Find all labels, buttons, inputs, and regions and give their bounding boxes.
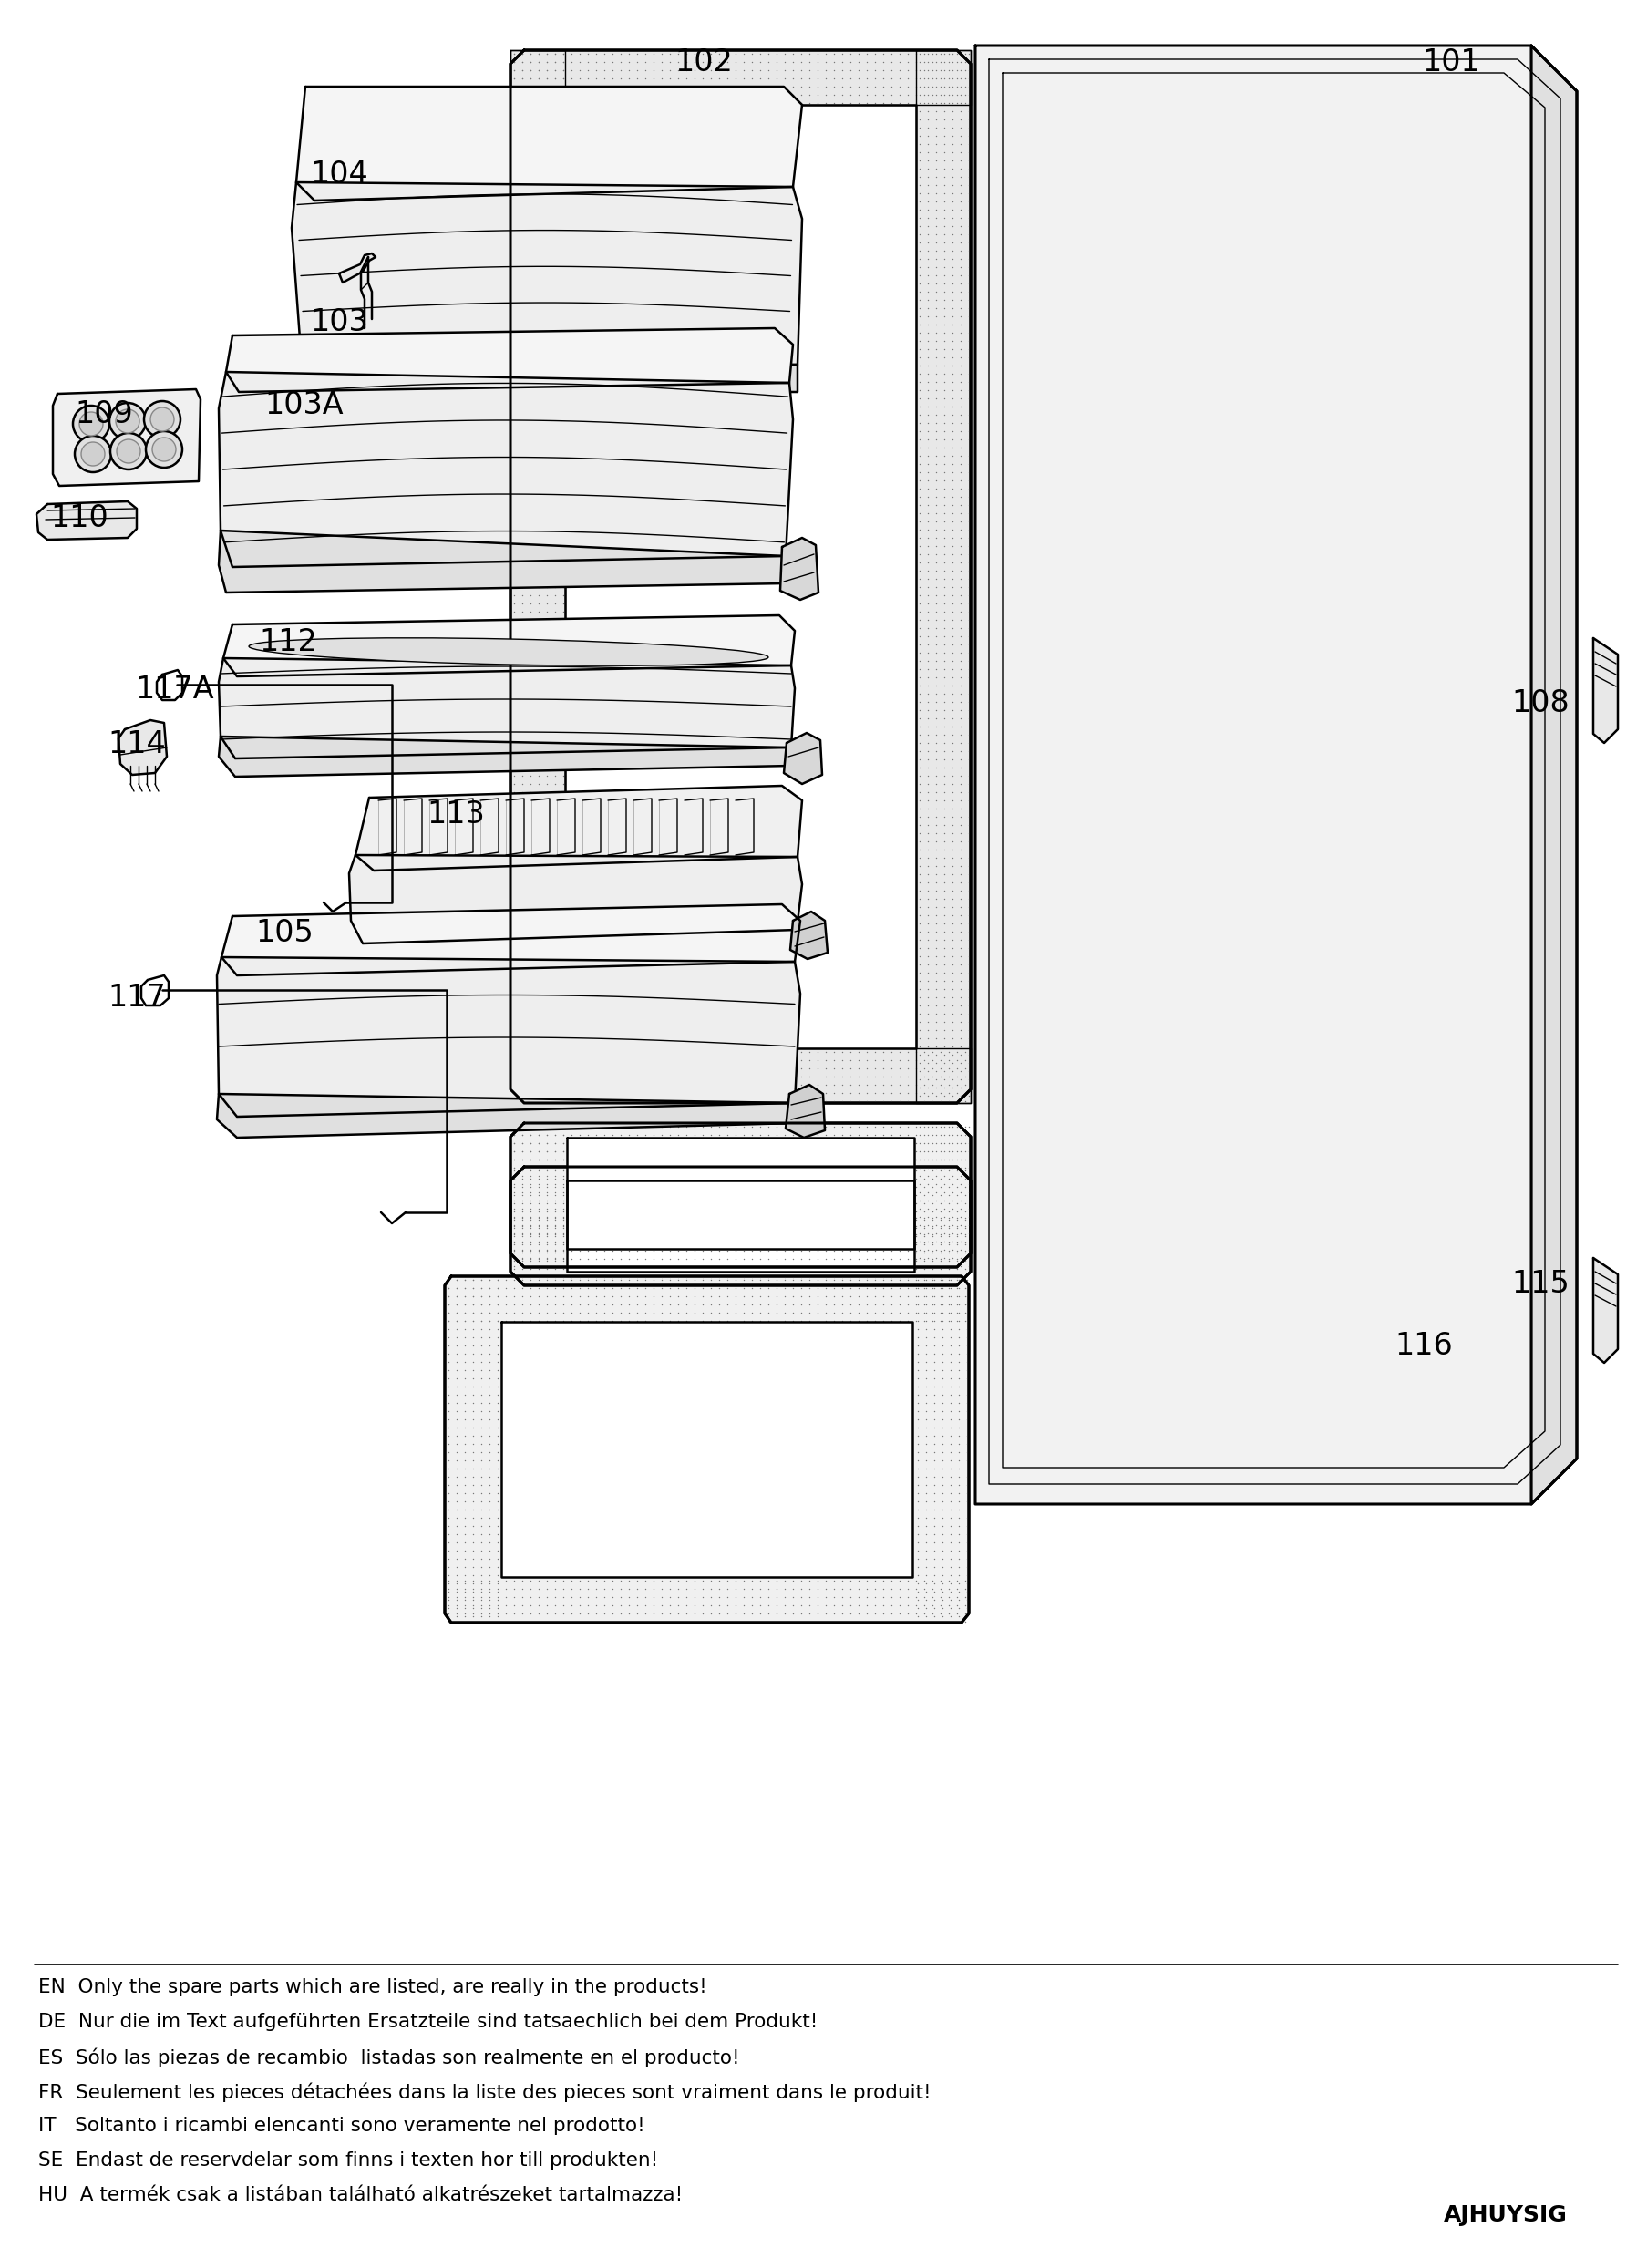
Polygon shape (786, 1084, 825, 1139)
Text: 101: 101 (1421, 48, 1479, 77)
Text: IT   Soltanto i ricambi elencanti sono veramente nel prodotto!: IT Soltanto i ricambi elencanti sono ver… (38, 2116, 644, 2134)
Polygon shape (119, 721, 166, 776)
Polygon shape (292, 181, 802, 383)
Circle shape (117, 440, 140, 463)
Polygon shape (224, 615, 794, 676)
Polygon shape (296, 86, 802, 200)
Text: AJHUYSIG: AJHUYSIG (1443, 2204, 1566, 2227)
Text: HU  A termék csak a listában található alkatrészeket tartalmazza!: HU A termék csak a listában található al… (38, 2186, 682, 2204)
Polygon shape (217, 1093, 796, 1139)
Polygon shape (567, 1179, 914, 1272)
Text: 115: 115 (1510, 1268, 1568, 1300)
Text: 103: 103 (310, 306, 367, 338)
Text: 108: 108 (1510, 687, 1568, 719)
Polygon shape (219, 372, 792, 567)
Polygon shape (36, 501, 137, 540)
Polygon shape (221, 905, 800, 975)
Text: SE  Endast de reservdelar som finns i texten hor till produkten!: SE Endast de reservdelar som finns i tex… (38, 2152, 657, 2170)
Text: 113: 113 (427, 798, 484, 830)
Polygon shape (567, 1139, 914, 1250)
Ellipse shape (249, 637, 768, 665)
Polygon shape (339, 254, 376, 284)
Polygon shape (565, 104, 916, 1048)
Text: EN  Only the spare parts which are listed, are really in the products!: EN Only the spare parts which are listed… (38, 1978, 707, 1996)
Circle shape (110, 433, 147, 469)
Circle shape (115, 408, 140, 433)
Polygon shape (916, 50, 970, 1102)
Text: ES  Sólo las piezas de recambio  listadas son realmente en el producto!: ES Sólo las piezas de recambio listadas … (38, 2048, 740, 2066)
Polygon shape (217, 957, 800, 1116)
Circle shape (152, 438, 176, 460)
Text: 117A: 117A (135, 674, 214, 705)
Circle shape (150, 408, 175, 431)
Circle shape (72, 406, 109, 442)
Text: 117: 117 (107, 982, 166, 1014)
Text: 102: 102 (674, 48, 733, 77)
Polygon shape (779, 538, 819, 599)
Text: 109: 109 (74, 399, 133, 429)
Polygon shape (975, 45, 1576, 1504)
Polygon shape (1593, 1259, 1617, 1363)
Circle shape (109, 404, 145, 440)
Polygon shape (511, 1048, 970, 1102)
Polygon shape (301, 352, 797, 392)
Circle shape (81, 442, 105, 465)
Text: 114: 114 (107, 730, 166, 760)
Polygon shape (501, 1322, 912, 1576)
Polygon shape (219, 737, 791, 776)
Polygon shape (511, 50, 970, 104)
Circle shape (79, 413, 102, 435)
Circle shape (145, 431, 183, 467)
Polygon shape (511, 1166, 970, 1286)
Text: 105: 105 (255, 919, 313, 948)
Polygon shape (219, 531, 786, 592)
Text: 110: 110 (49, 503, 109, 533)
Polygon shape (791, 912, 827, 959)
Text: FR  Seulement les pieces détachées dans la liste des pieces sont vraiment dans l: FR Seulement les pieces détachées dans l… (38, 2082, 931, 2102)
Text: DE  Nur die im Text aufgeführten Ersatzteile sind tatsaechlich bei dem Produkt!: DE Nur die im Text aufgeführten Ersatzte… (38, 2012, 817, 2030)
Polygon shape (53, 390, 201, 485)
Polygon shape (1530, 45, 1576, 1504)
Polygon shape (356, 785, 802, 871)
Text: 112: 112 (259, 628, 316, 658)
Circle shape (143, 401, 181, 438)
Circle shape (74, 435, 110, 472)
Text: 104: 104 (310, 159, 367, 191)
Text: 103A: 103A (264, 390, 343, 420)
Polygon shape (784, 733, 822, 785)
Polygon shape (349, 855, 802, 943)
Polygon shape (511, 50, 565, 1102)
Polygon shape (1593, 637, 1617, 744)
Text: 116: 116 (1393, 1331, 1451, 1361)
Polygon shape (511, 1123, 970, 1268)
Polygon shape (219, 658, 794, 758)
Polygon shape (445, 1277, 968, 1622)
Polygon shape (226, 329, 792, 392)
Polygon shape (511, 50, 970, 1102)
